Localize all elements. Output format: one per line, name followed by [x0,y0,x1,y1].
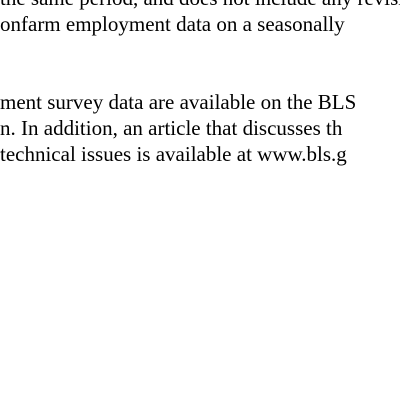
paragraph-2-line-3: technical issues is available at www.bls… [0,142,347,166]
paragraph-2-line-2: n. In addition, an article that discusse… [0,116,343,140]
paragraph-2-line-1: ment survey data are available on the BL… [0,90,357,114]
paragraph-1-line-1: the same period, and does not include an… [0,0,400,11]
paragraph-1-line-2: onfarm employment data on a seasonally [0,12,345,36]
